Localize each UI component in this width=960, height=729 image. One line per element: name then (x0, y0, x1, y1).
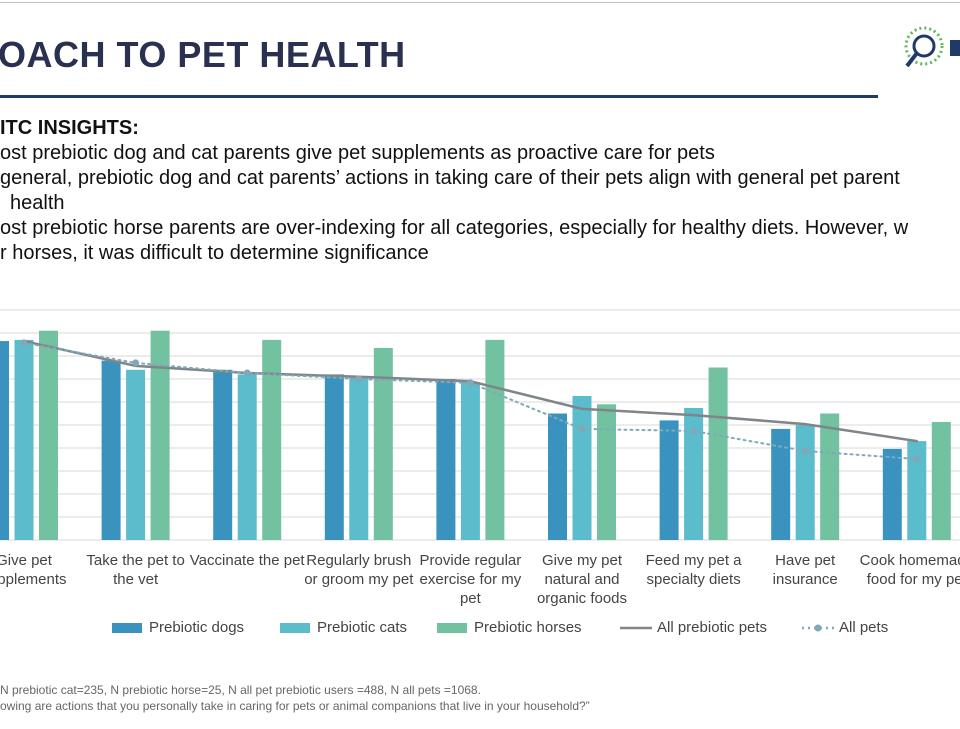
dotted-line (23, 341, 918, 461)
bar (771, 428, 791, 540)
x-tick-label: Have pet insurance (772, 552, 838, 588)
bar (820, 413, 840, 540)
insight-line: ost prebiotic horse parents are over-ind… (0, 217, 909, 239)
title-rule (0, 95, 878, 98)
bar (14, 339, 34, 540)
bar (436, 379, 456, 540)
x-tick-label: Cook homemade food for my pet (859, 552, 960, 588)
logo (904, 26, 960, 68)
legend-swatch (814, 624, 822, 632)
x-tick-label: Give pet supplements (0, 552, 67, 588)
point (690, 427, 698, 435)
legend-label: Prebiotic cats (317, 619, 407, 636)
legend-swatch (112, 623, 142, 633)
point (20, 339, 28, 347)
legend-swatch (437, 623, 467, 633)
bar (39, 330, 58, 540)
legend-label: Prebiotic horses (474, 619, 582, 636)
bar (101, 360, 121, 540)
legend-swatch (280, 623, 310, 633)
bar (882, 448, 902, 540)
point (243, 369, 251, 377)
bar (708, 367, 728, 540)
legend-label: Prebiotic dogs (149, 619, 244, 636)
bar (460, 381, 480, 540)
x-tick-label: Feed my pet a specialty diets (645, 552, 742, 588)
point (578, 425, 586, 433)
point (466, 379, 474, 387)
x-tick-label: Take the pet to the vet (86, 552, 185, 588)
point (913, 455, 921, 463)
bar (684, 407, 704, 540)
legend-label: All pets (839, 619, 888, 636)
bar (795, 425, 815, 540)
point (355, 375, 363, 383)
bar (213, 369, 233, 540)
bar (659, 420, 679, 540)
slide-title: OACH TO PET HEALTH (0, 34, 406, 75)
top-border (0, 2, 960, 3)
bar (931, 422, 951, 540)
x-tick-label: Vaccinate the pet (189, 552, 305, 569)
bar (907, 441, 927, 540)
legend-label: All prebiotic pets (657, 619, 767, 636)
bar (150, 330, 170, 540)
footnote: owing are actions that you personally ta… (0, 699, 590, 713)
bar (262, 339, 282, 540)
point (801, 447, 809, 455)
insight-line: general, prebiotic dog and cat parents’ … (0, 167, 900, 189)
x-tick-label: Provide regular exercise for my pet (419, 552, 522, 607)
bar (349, 376, 369, 540)
bar (237, 374, 257, 540)
bar (126, 369, 146, 540)
bar (373, 347, 393, 540)
x-tick-label: Regularly brush or groom my pet (304, 552, 414, 588)
bar (597, 404, 616, 540)
bar (485, 339, 505, 540)
bar (548, 413, 567, 540)
point (132, 359, 140, 367)
bar (0, 341, 9, 540)
x-tick-label: Give my pet natural and organic foods (536, 552, 628, 607)
insight-line: ost prebiotic dog and cat parents give p… (0, 142, 715, 164)
footnote: N prebiotic cat=235, N prebiotic horse=2… (0, 683, 481, 697)
insights-heading: ITC INSIGHTS: (0, 117, 139, 139)
insight-line: health (10, 192, 65, 214)
bar (324, 374, 344, 540)
chart: Prebiotic dogs Prebiotic cats Prebiotic ho… (0, 309, 960, 636)
insight-line: r horses, it was difficult to determine … (0, 242, 429, 264)
bar (572, 396, 592, 540)
